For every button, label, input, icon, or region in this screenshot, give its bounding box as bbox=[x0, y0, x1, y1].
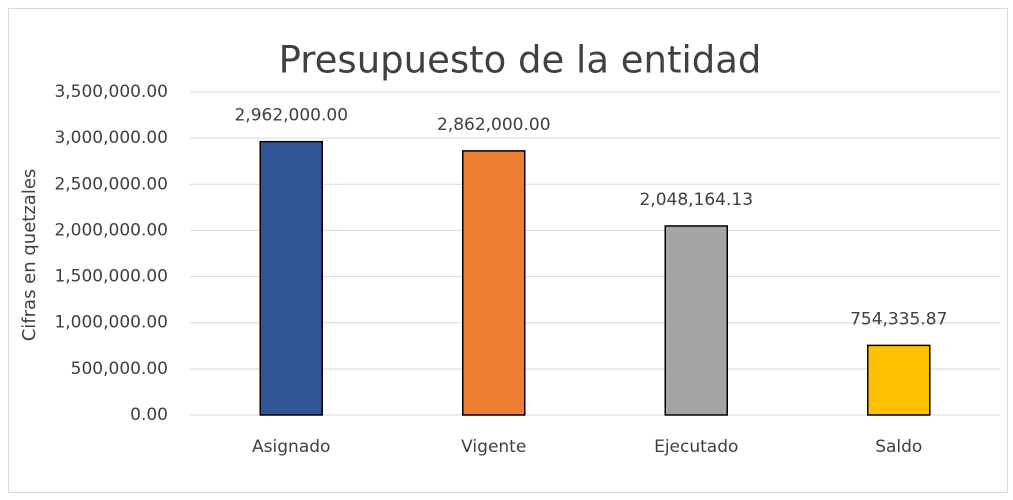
bar bbox=[664, 225, 728, 416]
bar bbox=[462, 150, 526, 416]
chart-title: Presupuesto de la entidad bbox=[279, 39, 762, 82]
data-label: 2,962,000.00 bbox=[234, 106, 348, 126]
y-tick-label: 1,500,000.00 bbox=[54, 267, 168, 287]
y-tick-label: 2,500,000.00 bbox=[54, 174, 168, 194]
y-tick-label: 0.00 bbox=[130, 405, 168, 425]
y-tick-label: 1,000,000.00 bbox=[54, 313, 168, 333]
x-tick-label: Ejecutado bbox=[654, 437, 738, 457]
bar bbox=[259, 140, 323, 416]
data-label: 754,335.87 bbox=[850, 309, 947, 329]
data-label: 2,048,164.13 bbox=[639, 190, 753, 210]
bar bbox=[867, 344, 931, 416]
y-tick-label: 3,500,000.00 bbox=[54, 82, 168, 102]
x-tick-label: Vigente bbox=[461, 437, 526, 457]
y-tick-label: 3,000,000.00 bbox=[54, 128, 168, 148]
y-axis-label: Cifras en quetzales bbox=[19, 169, 40, 342]
x-tick-label: Saldo bbox=[875, 437, 922, 457]
y-tick-label: 500,000.00 bbox=[71, 359, 168, 379]
data-label: 2,862,000.00 bbox=[437, 115, 551, 135]
x-tick-label: Asignado bbox=[252, 437, 330, 457]
y-tick-label: 2,000,000.00 bbox=[54, 220, 168, 240]
